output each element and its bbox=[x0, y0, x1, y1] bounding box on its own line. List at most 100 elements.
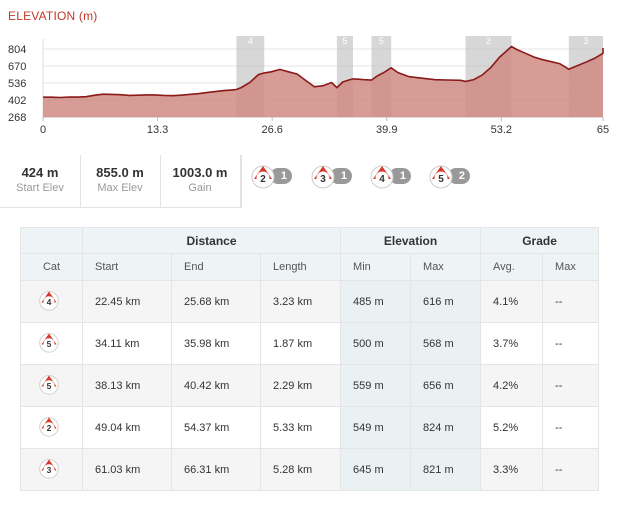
climb-badge-cat-4[interactable]: 1 4 bbox=[369, 163, 419, 197]
cell-elev-max: 656 m bbox=[410, 364, 482, 407]
group-header-grade: Grade bbox=[480, 227, 600, 254]
climb-count: 1 bbox=[270, 168, 292, 184]
climb-badge-cat-3[interactable]: 1 3 bbox=[310, 163, 360, 197]
column-header-start[interactable]: Start bbox=[82, 253, 172, 281]
column-header-length[interactable]: Length bbox=[259, 253, 342, 281]
category-icon: 4 bbox=[370, 165, 394, 189]
cell-start: 34.11 km bbox=[82, 322, 172, 365]
stat-gain: 1003.0 m Gain bbox=[160, 155, 241, 207]
stat-value: 855.0 m bbox=[96, 165, 144, 180]
category-icon: 3 bbox=[311, 165, 335, 189]
climbs-table-body: 4 22.45 km 25.68 km 3.23 km 485 m 616 m 4.1% --… bbox=[20, 280, 600, 491]
climb-count: 1 bbox=[330, 168, 352, 184]
cell-length: 5.33 km bbox=[259, 406, 342, 449]
category-icon: 2 bbox=[251, 165, 275, 189]
cell-elev-max: 568 m bbox=[410, 322, 482, 365]
cell-elev-max: 821 m bbox=[410, 448, 482, 491]
cell-grade-avg: 4.1% bbox=[480, 280, 544, 323]
x-tick-label: 0 bbox=[40, 124, 46, 136]
x-tick-label: 13.3 bbox=[147, 124, 168, 136]
column-header-min[interactable]: Min bbox=[340, 253, 412, 281]
elevation-chart[interactable]: 804 670 536 402 268 0 13.3 26.6 39.9 53.2 65 4 5 5 2… bbox=[0, 30, 618, 140]
column-header-cat[interactable]: Cat bbox=[20, 253, 83, 281]
category-number: 4 bbox=[379, 174, 385, 185]
climb-badge-cat-2[interactable]: 1 2 bbox=[250, 163, 300, 197]
climb-count: 2 bbox=[448, 168, 470, 184]
cell-elev-min: 485 m bbox=[340, 280, 412, 323]
cell-elev-min: 645 m bbox=[340, 448, 412, 491]
stat-value: 1003.0 m bbox=[172, 165, 228, 180]
table-row[interactable]: 2 49.04 km 54.37 km 5.33 km 549 m 824 m 5.2% -- bbox=[20, 406, 600, 449]
climb-badge-cat-5[interactable]: 2 5 bbox=[428, 163, 478, 197]
stats-box bbox=[0, 155, 242, 208]
cell-grade-avg: 3.3% bbox=[480, 448, 544, 491]
category-number: 4 bbox=[47, 297, 52, 307]
column-header-max[interactable]: Max bbox=[410, 253, 482, 281]
table-row[interactable]: 3 61.03 km 66.31 km 5.28 km 645 m 821 m 3.3% -- bbox=[20, 448, 600, 491]
category-number: 3 bbox=[47, 465, 52, 475]
table-group-header: Distance Elevation Grade bbox=[20, 227, 600, 254]
cell-grade-max: -- bbox=[542, 280, 600, 323]
cell-end: 25.68 km bbox=[171, 280, 261, 323]
x-tick-label: 39.9 bbox=[376, 124, 397, 136]
cell-grade-max: -- bbox=[542, 322, 600, 365]
elevation-area bbox=[43, 46, 603, 117]
x-tick-label: 65 bbox=[597, 124, 609, 136]
column-header-grade-max[interactable]: Max bbox=[542, 253, 600, 281]
table-row[interactable]: 4 22.45 km 25.68 km 3.23 km 485 m 616 m 4.1% -- bbox=[20, 280, 600, 323]
category-icon: 5 bbox=[39, 332, 59, 353]
y-axis-ticks: 804 670 536 402 268 bbox=[8, 44, 26, 124]
chart-title: ELEVATION (m) bbox=[8, 9, 98, 23]
category-icon: 3 bbox=[39, 458, 59, 479]
summary-stats: 424 m Start Elev 855.0 m Max Elev 1003.0… bbox=[0, 155, 618, 208]
cell-cat: 4 bbox=[20, 280, 83, 323]
table-column-header: Cat Start End Length Min Max Avg. Max bbox=[20, 253, 600, 281]
cell-grade-avg: 5.2% bbox=[480, 406, 544, 449]
stat-value: 424 m bbox=[21, 165, 59, 180]
stat-start-elev: 424 m Start Elev bbox=[0, 155, 81, 207]
category-icon: 5 bbox=[429, 165, 453, 189]
category-number: 3 bbox=[320, 174, 326, 185]
cell-length: 3.23 km bbox=[259, 280, 342, 323]
climb-band-label: 2 bbox=[486, 36, 491, 46]
cell-start: 49.04 km bbox=[82, 406, 172, 449]
stat-label: Start Elev bbox=[16, 182, 64, 194]
stat-label: Max Elev bbox=[97, 182, 143, 194]
group-header-empty bbox=[20, 227, 83, 254]
category-number: 2 bbox=[47, 423, 52, 433]
x-tick-label: 26.6 bbox=[261, 124, 282, 136]
table-row[interactable]: 5 38.13 km 40.42 km 2.29 km 559 m 656 m 4.2% -- bbox=[20, 364, 600, 407]
cell-length: 2.29 km bbox=[259, 364, 342, 407]
cell-start: 22.45 km bbox=[82, 280, 172, 323]
climb-band-label: 4 bbox=[248, 36, 253, 46]
cell-elev-max: 616 m bbox=[410, 280, 482, 323]
y-tick-label: 402 bbox=[8, 95, 26, 107]
category-number: 5 bbox=[47, 381, 52, 391]
cell-end: 35.98 km bbox=[171, 322, 261, 365]
cell-grade-max: -- bbox=[542, 448, 600, 491]
category-number: 5 bbox=[438, 174, 444, 185]
cell-grade-avg: 3.7% bbox=[480, 322, 544, 365]
category-icon: 4 bbox=[39, 290, 59, 311]
stat-max-elev: 855.0 m Max Elev bbox=[80, 155, 161, 207]
cell-elev-min: 549 m bbox=[340, 406, 412, 449]
cell-cat: 5 bbox=[20, 322, 83, 365]
cell-elev-min: 559 m bbox=[340, 364, 412, 407]
climbs-table: Distance Elevation Grade Cat Start End L… bbox=[20, 227, 600, 491]
y-tick-label: 536 bbox=[8, 78, 26, 90]
category-icon: 5 bbox=[39, 374, 59, 395]
y-tick-label: 268 bbox=[8, 112, 26, 124]
category-number: 5 bbox=[47, 339, 52, 349]
group-header-distance: Distance bbox=[81, 227, 342, 254]
climb-band-labels: 4 5 5 2 3 bbox=[248, 36, 589, 46]
column-header-avg[interactable]: Avg. bbox=[480, 253, 544, 281]
column-header-end[interactable]: End bbox=[171, 253, 261, 281]
cell-elev-min: 500 m bbox=[340, 322, 412, 365]
climb-band-label: 5 bbox=[379, 36, 384, 46]
category-icon: 2 bbox=[39, 416, 59, 437]
elevation-line bbox=[43, 45, 604, 99]
cell-end: 66.31 km bbox=[171, 448, 261, 491]
cell-grade-max: -- bbox=[542, 406, 600, 449]
table-row[interactable]: 5 34.11 km 35.98 km 1.87 km 500 m 568 m 3.7% -- bbox=[20, 322, 600, 365]
cell-elev-max: 824 m bbox=[410, 406, 482, 449]
